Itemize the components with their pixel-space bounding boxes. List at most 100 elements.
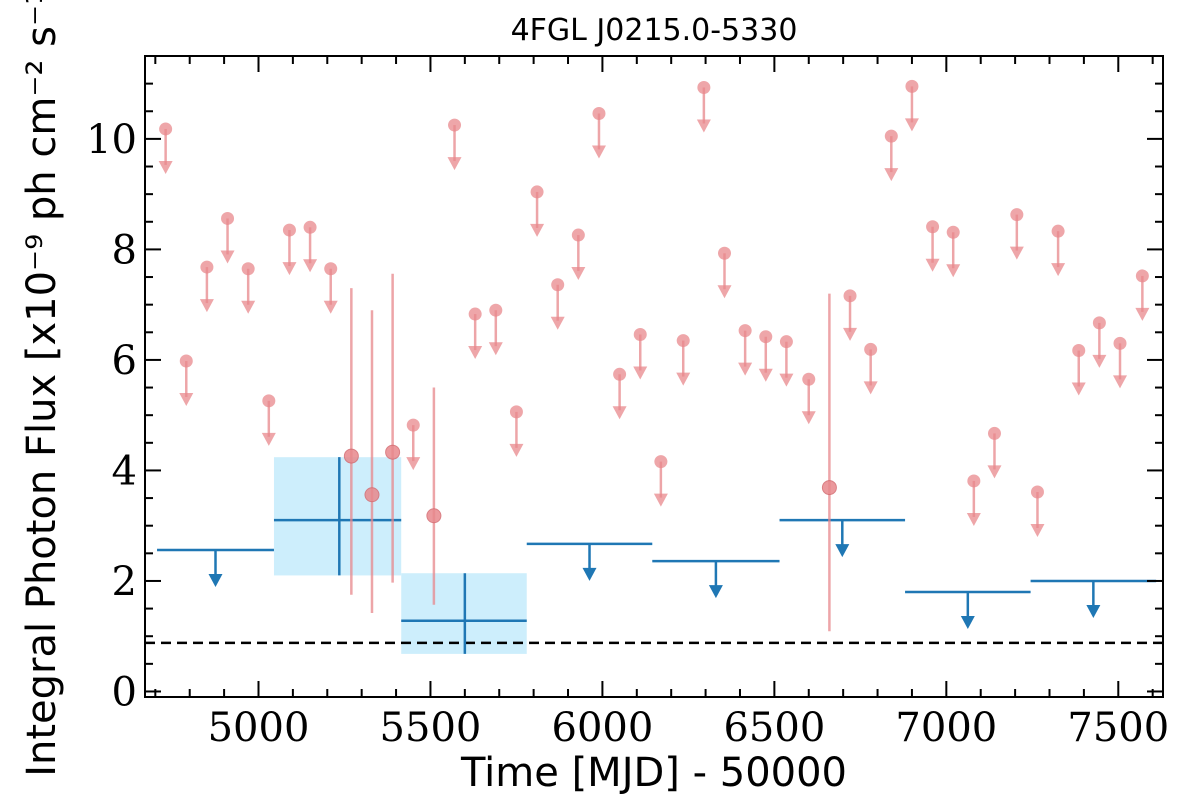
long-bin-upper-limit: [157, 548, 274, 588]
short-bin-upper-limit: [696, 80, 711, 133]
short-bin-arrow-head: [801, 411, 816, 425]
short-bin-point: [159, 122, 173, 136]
short-bin-upper-limit: [468, 307, 483, 360]
short-bin-point: [1051, 224, 1065, 238]
x-tick-label: 6500: [723, 705, 825, 751]
short-bin-point: [179, 354, 193, 368]
short-bin-point: [241, 262, 255, 276]
short-bin-arrow-head: [863, 381, 878, 395]
short-bin-upper-limit: [717, 246, 732, 299]
short-bin-upper-limit: [323, 262, 338, 314]
short-bin-point: [200, 260, 214, 274]
short-bin-upper-limit: [1113, 336, 1128, 389]
x-tick-label: 6000: [552, 705, 654, 751]
long-bin-arrow-head: [582, 567, 597, 581]
short-bin-arrow-head: [758, 368, 773, 382]
long-bin-detection: [401, 573, 527, 654]
short-bin-upper-limit: [653, 455, 668, 507]
short-bin-upper-limit: [1135, 269, 1150, 321]
short-bin-upper-limit: [863, 342, 878, 395]
short-bin-arrow-head: [676, 372, 691, 386]
y-tick-label: 0: [112, 669, 137, 715]
short-bin-upper-limit: [282, 223, 297, 276]
x-axis-title: Time [MJD] - 50000: [460, 750, 847, 796]
short-bin-arrow-head: [1092, 354, 1107, 368]
short-bin-arrow-head: [261, 432, 276, 446]
short-bin-arrow-head: [1030, 523, 1045, 537]
short-bin-point: [426, 508, 442, 524]
short-bin-arrow-head: [468, 346, 483, 360]
short-bin-upper-limit: [1051, 224, 1066, 277]
short-bin-detection: [343, 288, 359, 595]
short-bin-arrow-head: [717, 285, 732, 299]
short-bin-point: [967, 474, 981, 488]
short-bin-point: [697, 80, 711, 94]
short-bin-point: [468, 307, 482, 321]
short-bin-arrow-head: [779, 373, 794, 387]
short-bin-point: [1072, 344, 1086, 358]
short-bin-point: [987, 426, 1001, 440]
short-bin-point: [489, 303, 503, 317]
short-bin-point: [530, 185, 544, 199]
short-bin-arrow-head: [904, 118, 919, 132]
short-bin-upper-limit: [1092, 316, 1107, 368]
short-bin-arrow-head: [1135, 307, 1150, 321]
short-bin-point: [262, 394, 276, 408]
short-bin-arrow-head: [199, 299, 214, 313]
long-bin-arrow-head: [835, 544, 850, 558]
y-tick-label: 8: [112, 227, 137, 273]
short-bin-arrow-head: [696, 119, 711, 133]
error-box-layer: [273, 457, 527, 654]
short-bin-upper-limit: [801, 372, 816, 425]
short-bin-upper-limit: [904, 79, 919, 132]
short-bin-upper-limit: [550, 278, 565, 330]
short-bin-point: [633, 328, 647, 342]
short-bin-arrow-head: [241, 300, 256, 314]
short-bin-upper-limit: [241, 262, 256, 314]
long-bin-arrow-head: [1086, 604, 1101, 618]
short-bin-detection: [426, 387, 442, 605]
short-bin-arrow-head: [738, 362, 753, 376]
short-bin-point: [324, 262, 338, 276]
short-bin-upper-limit: [199, 260, 214, 313]
short-bin-upper-limit: [488, 303, 503, 356]
short-bin-detection: [364, 310, 380, 614]
short-bin-point: [946, 225, 960, 239]
short-bin-upper-limit: [1030, 485, 1045, 537]
short-bin-upper-limit: [966, 474, 981, 526]
short-bin-arrow-head: [946, 264, 961, 278]
long-bin-upper-limit: [652, 559, 780, 599]
short-bin-point: [1135, 269, 1149, 283]
short-bin-arrow-head: [509, 443, 524, 457]
short-bin-point: [926, 220, 940, 234]
short-bin-arrow-head: [447, 157, 462, 171]
short-bin-point: [385, 444, 401, 460]
short-bin-point: [779, 335, 793, 349]
x-tick-label: 7500: [1067, 705, 1169, 751]
long-bin-arrow-head: [960, 616, 975, 630]
short-bin-point: [676, 334, 690, 348]
short-bin-upper-limit: [303, 220, 318, 273]
short-bin-point: [759, 330, 773, 344]
short-bin-upper-limit: [987, 426, 1002, 479]
short-bin-point: [221, 211, 235, 225]
short-bin-arrow-head: [323, 300, 338, 314]
chart-title: 4FGL J0215.0-5330: [511, 13, 798, 48]
short-bin-upper-limit: [758, 330, 773, 382]
x-tick-label: 5000: [208, 705, 310, 751]
short-bin-detection: [821, 293, 837, 632]
short-bin-point: [343, 448, 359, 464]
long-bin-arrow-head: [208, 574, 223, 588]
short-bin-arrow-head: [406, 457, 421, 471]
short-bin-point: [654, 455, 668, 469]
short-bin-upper-limit: [179, 354, 194, 407]
short-bin-point: [1030, 485, 1044, 499]
short-bin-upper-limit: [591, 106, 606, 159]
y-tick-label: 4: [112, 448, 137, 494]
short-bin-arrow-head: [179, 393, 194, 407]
short-bin-upper-limit: [530, 185, 545, 237]
short-bin-arrow-head: [530, 223, 545, 237]
short-bin-point: [1092, 316, 1106, 330]
short-bin-arrow-head: [158, 160, 173, 174]
short-bin-upper-limit: [571, 228, 586, 281]
